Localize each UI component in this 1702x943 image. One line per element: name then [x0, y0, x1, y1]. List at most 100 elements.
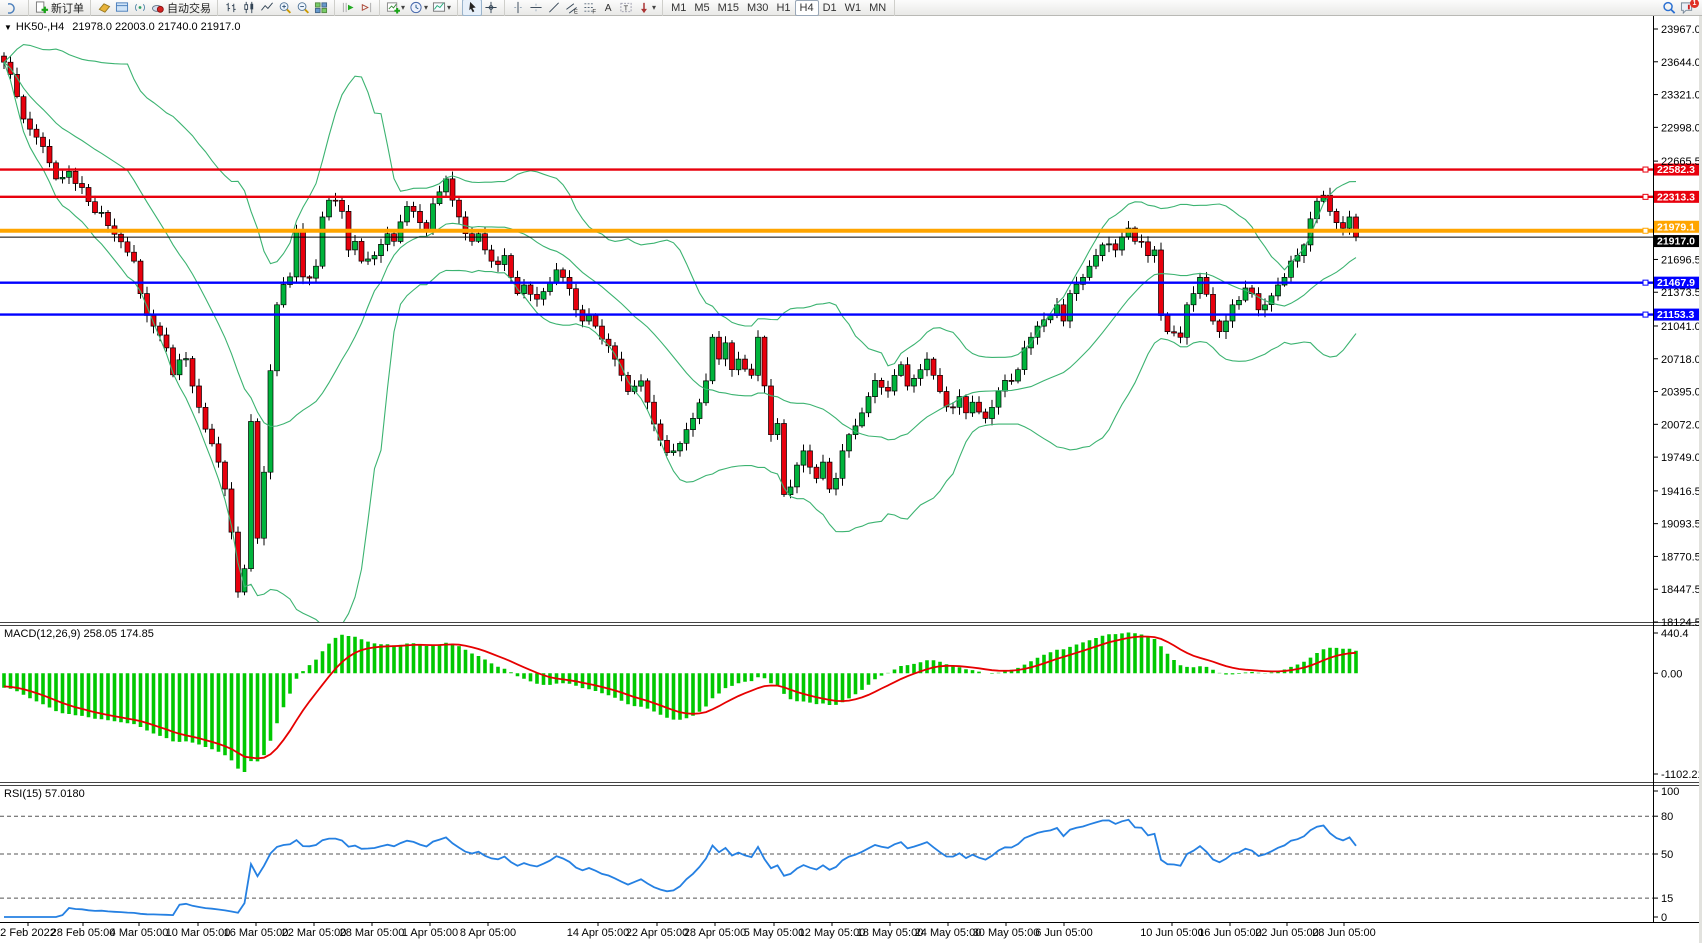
- time-tick-label: 8 Apr 05:00: [460, 927, 516, 939]
- timeframe-d1-button[interactable]: D1: [822, 1, 837, 14]
- arrows-button[interactable]: ▾: [635, 0, 658, 15]
- price-tick-label: 20718.0: [1661, 354, 1701, 366]
- signal-icon: [135, 3, 145, 12]
- vertical-line-button[interactable]: [509, 0, 527, 15]
- chart-window-button[interactable]: [6, 0, 24, 15]
- crosshair-icon: [485, 1, 497, 14]
- fibonacci-button[interactable]: F: [581, 0, 599, 15]
- equidistant-channel-icon: E: [566, 3, 578, 14]
- search-button[interactable]: [1660, 0, 1678, 15]
- level-anchor-marker[interactable]: [1642, 193, 1649, 200]
- toolbar-group: [218, 0, 335, 16]
- chart-shift-button[interactable]: [357, 0, 375, 15]
- new-order-button-label: 新订单: [51, 2, 84, 15]
- timeframe-m30-button[interactable]: M30: [747, 1, 769, 14]
- toolbar-group: [335, 0, 380, 16]
- market-watch-button[interactable]: [95, 0, 113, 15]
- expand-quote-panel-icon[interactable]: ▼: [4, 23, 12, 32]
- level-anchor-marker[interactable]: [1642, 311, 1649, 318]
- zoom-out-button[interactable]: [294, 0, 312, 15]
- price-tick-label: 23644.0: [1661, 57, 1701, 69]
- zoom-in-icon: [279, 2, 292, 14]
- dropdown-arrow-icon[interactable]: ▾: [401, 3, 406, 12]
- rsi-label: RSI(15) 57.0180: [4, 788, 85, 800]
- chat-button[interactable]: 1: [1678, 0, 1699, 15]
- auto-scroll-button[interactable]: [339, 0, 357, 15]
- bar-chart-button[interactable]: [222, 0, 240, 15]
- candlestick-chart-icon: [244, 1, 254, 14]
- timeframe-mn-button[interactable]: MN: [869, 1, 887, 14]
- price-tick-label: 21373.5: [1661, 287, 1701, 299]
- notification-badge: 1: [1690, 0, 1699, 8]
- timeframe-m15-button[interactable]: M15: [717, 1, 740, 14]
- autotrading-button[interactable]: 自动交易: [149, 0, 213, 15]
- dropdown-arrow-icon[interactable]: ▾: [652, 3, 657, 12]
- horizontal-line-button[interactable]: [527, 0, 545, 15]
- time-tick-label: 5 May 05:00: [744, 927, 805, 939]
- timeframe-w1-button[interactable]: W1: [844, 1, 862, 14]
- main-toolbar: 新订单 自动交易 ▾ ▾ ▾ E F A T ▾ M1 M5 M15 M30 H1 H4 D1 W1 MN 1: [0, 0, 1702, 16]
- time-tick-label: 14 Apr 05:00: [567, 927, 629, 939]
- symbol-info-line: ▼ HK50-,H4 21978.0 22003.0 21740.0 21917.0: [4, 21, 240, 33]
- time-tick-label: 2 Feb 2022: [0, 927, 56, 939]
- candlestick-chart-button[interactable]: [240, 0, 258, 15]
- time-tick-label: 10 Mar 05:00: [166, 927, 231, 939]
- price-tag: [1654, 235, 1702, 248]
- horizontal-line-icon: [530, 3, 542, 12]
- dropdown-arrow-icon[interactable]: ▾: [447, 3, 452, 12]
- level-anchor-marker[interactable]: [1642, 166, 1649, 173]
- timeframe-m5-button[interactable]: M5: [694, 1, 710, 14]
- price-tick-label: 20072.0: [1661, 419, 1701, 431]
- tile-windows-icon: [314, 2, 328, 14]
- timeframe-h1-button[interactable]: H1: [776, 1, 791, 14]
- zoom-in-button[interactable]: [276, 0, 294, 15]
- time-tick-label: 16 Jun 05:00: [1198, 927, 1262, 939]
- periods-button[interactable]: ▾: [407, 0, 430, 15]
- time-tick-label: 30 May 05:00: [973, 927, 1040, 939]
- time-tick-label: 22 Jun 05:00: [1255, 927, 1319, 939]
- signals-button[interactable]: [131, 0, 149, 15]
- chart-shift-icon: [361, 2, 372, 13]
- period-clock-icon: [410, 1, 422, 14]
- timeframe-m1-button[interactable]: M1: [671, 1, 687, 14]
- line-chart-button[interactable]: [258, 0, 276, 15]
- time-tick-label: 28 Apr 05:00: [684, 927, 746, 939]
- tile-windows-button[interactable]: [312, 0, 330, 15]
- bear-candles: [1, 55, 1359, 593]
- time-tick-label: 22 Mar 05:00: [282, 927, 347, 939]
- trendline-button[interactable]: [545, 0, 563, 15]
- level-anchor-marker[interactable]: [1642, 279, 1649, 286]
- navigator-button[interactable]: [113, 0, 131, 15]
- time-tick-label: 28 Mar 05:00: [340, 927, 405, 939]
- cursor-icon: [469, 1, 476, 13]
- templates-button[interactable]: ▾: [430, 0, 453, 15]
- price-tag-label: 22313.3: [1657, 191, 1695, 203]
- trendline-icon: [549, 2, 560, 13]
- price-tick-label: 22998.0: [1661, 122, 1701, 134]
- time-tick-label: 12 May 05:00: [799, 927, 866, 939]
- macd-scale-label: 0.00: [1661, 668, 1682, 680]
- channel-button[interactable]: E: [563, 0, 581, 15]
- new-order-button[interactable]: 新订单: [33, 0, 86, 15]
- add-indicator-button[interactable]: ▾: [384, 0, 407, 15]
- price-tick-label: 21041.0: [1661, 321, 1701, 333]
- toolbar-group: M1 M5 M15 M30 H1 H4 D1 W1 MN: [663, 0, 896, 16]
- label-icon: T: [620, 2, 632, 12]
- price-tick-label: 23967.0: [1661, 24, 1701, 36]
- crosshair-button[interactable]: [482, 0, 500, 15]
- label-button[interactable]: T: [617, 0, 635, 15]
- time-tick-label: 22 Apr 05:00: [626, 927, 688, 939]
- text-button[interactable]: A: [599, 0, 617, 15]
- toolbar-group: 1: [1656, 0, 1700, 16]
- svg-text:T: T: [624, 3, 629, 12]
- zoom-out-icon: [297, 2, 310, 14]
- dropdown-arrow-icon[interactable]: ▾: [424, 3, 429, 12]
- level-anchor-marker[interactable]: [1642, 227, 1649, 234]
- price-tag-label: 22582.3: [1657, 164, 1695, 176]
- time-tick-label: 1 Apr 05:00: [402, 927, 458, 939]
- toolbar-group: [458, 0, 506, 16]
- window-right-edge: [1699, 16, 1702, 943]
- timeframe-h4-button[interactable]: H4: [794, 0, 819, 16]
- cursor-button[interactable]: [462, 0, 483, 16]
